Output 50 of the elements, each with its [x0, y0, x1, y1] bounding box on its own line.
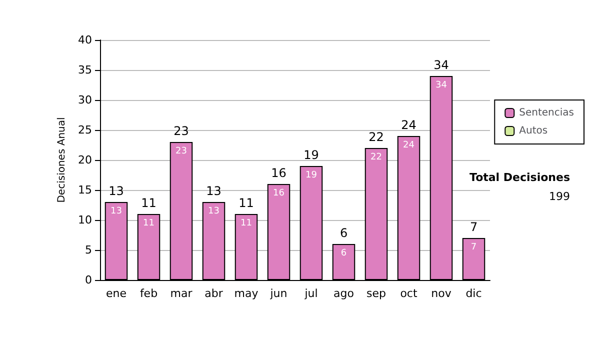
x-tick-label: ene: [106, 287, 127, 300]
total-label: 19: [304, 148, 319, 162]
data-label: 11: [143, 218, 154, 228]
y-tick-label: 0: [85, 274, 92, 286]
y-tick-label: 25: [78, 124, 92, 136]
x-tick-label: jun: [269, 287, 288, 300]
legend-label: Autos: [519, 126, 548, 136]
annotation: Total Decisiones: [470, 171, 570, 184]
y-tick-label: 30: [78, 94, 92, 106]
data-label: 7: [470, 242, 477, 252]
data-label: 22: [370, 152, 382, 162]
x-tick-label: jul: [304, 287, 318, 300]
x-tick-label: ago: [334, 287, 354, 300]
x-tick-label: sep: [366, 287, 386, 300]
data-label: 16: [273, 188, 285, 198]
total-label: 24: [401, 118, 416, 132]
y-tick-label: 10: [78, 214, 92, 226]
y-tick-label: 35: [78, 64, 92, 76]
total-label: 11: [238, 196, 254, 210]
y-tick-label: 40: [78, 34, 92, 46]
total-label: 22: [368, 130, 384, 144]
total-label: 7: [470, 220, 478, 234]
y-tick-label: 5: [85, 244, 92, 256]
total-label: 11: [141, 196, 156, 210]
total-label: 13: [206, 184, 222, 198]
total-label: 34: [434, 58, 449, 72]
data-label: 13: [110, 206, 122, 216]
y-axis-title: Decisiones Anual: [56, 117, 68, 203]
data-label: 6: [340, 248, 347, 258]
total-label: 13: [108, 184, 124, 198]
total-label: 6: [340, 226, 348, 240]
total-label: 16: [271, 166, 286, 180]
x-tick-label: nov: [431, 287, 452, 300]
x-tick-label: dic: [466, 287, 482, 300]
x-tick-label: mar: [170, 287, 193, 300]
x-tick-label: oct: [400, 287, 418, 300]
data-label: 34: [436, 80, 448, 90]
x-tick-label: may: [234, 287, 259, 300]
total-label: 23: [174, 124, 189, 138]
data-label: 19: [306, 170, 318, 180]
data-label: 11: [240, 218, 252, 228]
legend-label: Sentencias: [519, 108, 574, 118]
x-tick-label: abr: [204, 287, 224, 300]
x-tick-label: feb: [140, 287, 158, 300]
y-tick-label: 20: [78, 154, 92, 166]
text: 199: [549, 190, 570, 203]
data-label: 23: [176, 146, 187, 156]
data-label: 13: [208, 206, 220, 216]
data-label: 24: [403, 140, 415, 150]
y-tick-label: 15: [78, 184, 92, 196]
